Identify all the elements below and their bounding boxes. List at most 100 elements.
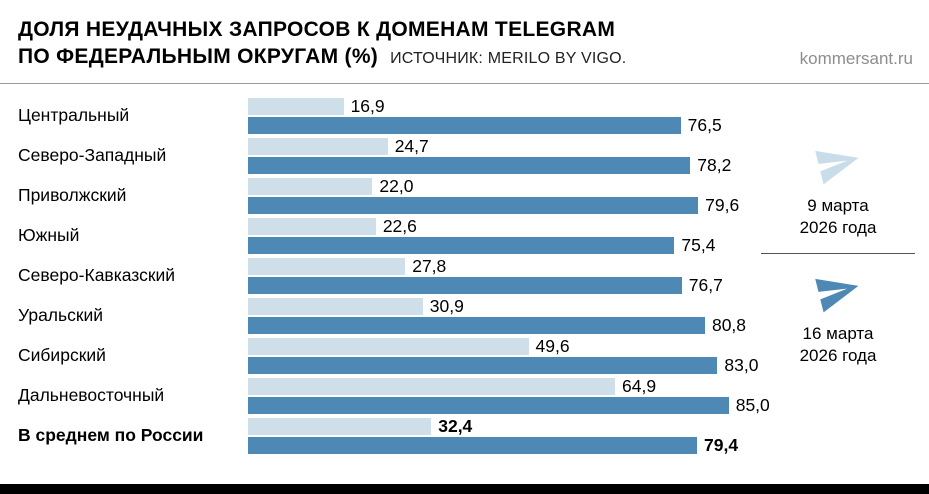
site-label: kommersant.ru [799,48,913,68]
bar-group: 32,4 79,4 [248,415,757,455]
bar-group: 22,6 75,4 [248,215,757,255]
chart-title: ДОЛЯ НЕУДАЧНЫХ ЗАПРОСОВ К ДОМЕНАМ TELEGR… [18,17,626,71]
bar-march9 [248,377,616,395]
bar-march16 [248,276,682,294]
bar-march9 [248,217,376,235]
chart-row: Дальневосточный 64,9 85,0 [18,375,770,415]
bottom-black-bar [0,484,929,494]
bar-line-march9: 24,7 [248,135,757,156]
legend-label-march16: 16 марта 2026 года [799,323,877,366]
bar-group: 22,0 79,6 [248,175,757,215]
bar-line-march16: 85,0 [248,395,770,415]
legend-item-march16: 16 марта 2026 года [757,268,919,367]
bar-line-march16: 78,2 [248,154,757,175]
value-label-march9: 64,9 [622,375,657,396]
bar-march16 [248,316,705,334]
bar-march16 [248,396,729,414]
chart-row: Приволжский 22,0 79,6 [18,175,757,215]
value-label-march16: 83,0 [724,354,759,375]
chart-row: В среднем по России 32,4 79,4 [18,415,757,455]
value-label-march16: 76,7 [688,274,723,295]
telegram-plane-icon-dark [815,278,859,313]
value-label-march9: 16,9 [350,95,385,116]
title-line1: ДОЛЯ НЕУДАЧНЫХ ЗАПРОСОВ К ДОМЕНАМ TELEGR… [18,18,616,41]
bar-march9 [248,297,423,315]
bar-line-march16: 76,7 [248,274,757,295]
bar-line-march9: 64,9 [248,375,757,396]
bar-group: 30,9 80,8 [248,295,757,335]
bar-group: 27,8 76,7 [248,255,757,295]
bar-rows: Центральный 16,9 76,5 Северо-Западный 24… [18,95,770,458]
bar-line-march9: 22,0 [248,175,757,196]
bar-line-march16: 76,5 [248,114,757,135]
bar-line-march16: 75,4 [248,234,757,255]
legend-label-march9: 9 марта 2026 года [799,195,877,237]
header-divider [0,82,929,84]
bar-line-march9: 27,8 [248,255,757,276]
bar-march16 [248,356,718,374]
category-label: Центральный [18,105,130,126]
header: ДОЛЯ НЕУДАЧНЫХ ЗАПРОСОВ К ДОМЕНАМ TELEGR… [0,0,929,71]
chart-row: Центральный 16,9 76,5 [18,95,757,135]
legend-divider [761,252,915,254]
bar-line-march9: 16,9 [248,95,757,116]
bar-line-march16: 79,6 [248,194,757,215]
category-label: В среднем по России [18,425,204,446]
value-label-march9: 49,6 [535,335,570,356]
bar-group: 16,9 76,5 [248,95,757,135]
value-label-march16: 79,4 [704,434,739,455]
value-label-march9: 27,8 [412,255,447,276]
value-label-march16: 75,4 [681,234,716,255]
bar-march9 [248,137,388,155]
value-label-march16: 80,8 [711,314,747,335]
bar-line-march9: 32,4 [248,415,757,436]
legend-item-march9: 9 марта 2026 года [757,140,919,239]
telegram-plane-icon-light [815,150,859,185]
category-label: Северо-Западный [18,145,167,166]
bar-group: 49,6 83,0 [248,335,759,375]
chart-area: Центральный 16,9 76,5 Северо-Западный 24… [0,84,929,458]
bar-march16 [248,196,699,214]
category-label: Северо-Кавказский [18,265,176,286]
bar-march16 [248,436,698,454]
chart-row: Северо-Кавказский 27,8 76,7 [18,255,757,295]
value-label-march9: 22,6 [382,215,417,236]
bar-march16 [248,236,675,254]
bar-march16 [248,156,691,174]
value-label-march16: 85,0 [735,394,770,415]
bar-line-march16: 83,0 [248,354,759,375]
bar-line-march9: 49,6 [248,335,757,356]
bar-group: 24,7 78,2 [248,135,757,175]
bar-line-march16: 80,8 [248,314,757,335]
value-label-march16: 79,6 [705,194,740,215]
bar-march9 [248,337,529,355]
value-label-march9: 22,0 [379,175,414,196]
bar-line-march9: 30,9 [248,295,757,316]
chart-row: Южный 22,6 75,4 [18,215,757,255]
bar-line-march16: 79,4 [248,434,757,455]
value-label-march16: 78,2 [697,154,732,175]
category-label: Уральский [18,305,104,326]
legend: 9 марта 2026 года 16 марта 2026 года [757,98,919,458]
bar-march9 [248,97,344,115]
value-label-march16: 76,5 [687,114,722,135]
chart-row: Северо-Западный 24,7 78,2 [18,135,757,175]
category-label: Приволжский [18,185,127,206]
title-line2: ПО ФЕДЕРАЛЬНЫМ ОКРУГАМ (%) [18,44,379,68]
category-label: Южный [18,225,80,246]
chart-row: Уральский 30,9 80,8 [18,295,757,335]
value-label-march9: 32,4 [438,415,473,436]
bar-march9 [248,417,432,435]
value-label-march9: 30,9 [429,295,464,316]
source-label: ИСТОЧНИК: MERILO BY VIGO. [390,49,627,67]
category-label: Дальневосточный [18,385,165,406]
bar-group: 64,9 85,0 [248,375,770,415]
value-label-march9: 24,7 [394,135,429,156]
bar-march16 [248,116,681,134]
bar-march9 [248,177,373,195]
category-label: Сибирский [18,345,106,366]
bar-line-march9: 22,6 [248,215,757,236]
bar-march9 [248,257,406,275]
chart-row: Сибирский 49,6 83,0 [18,335,759,375]
